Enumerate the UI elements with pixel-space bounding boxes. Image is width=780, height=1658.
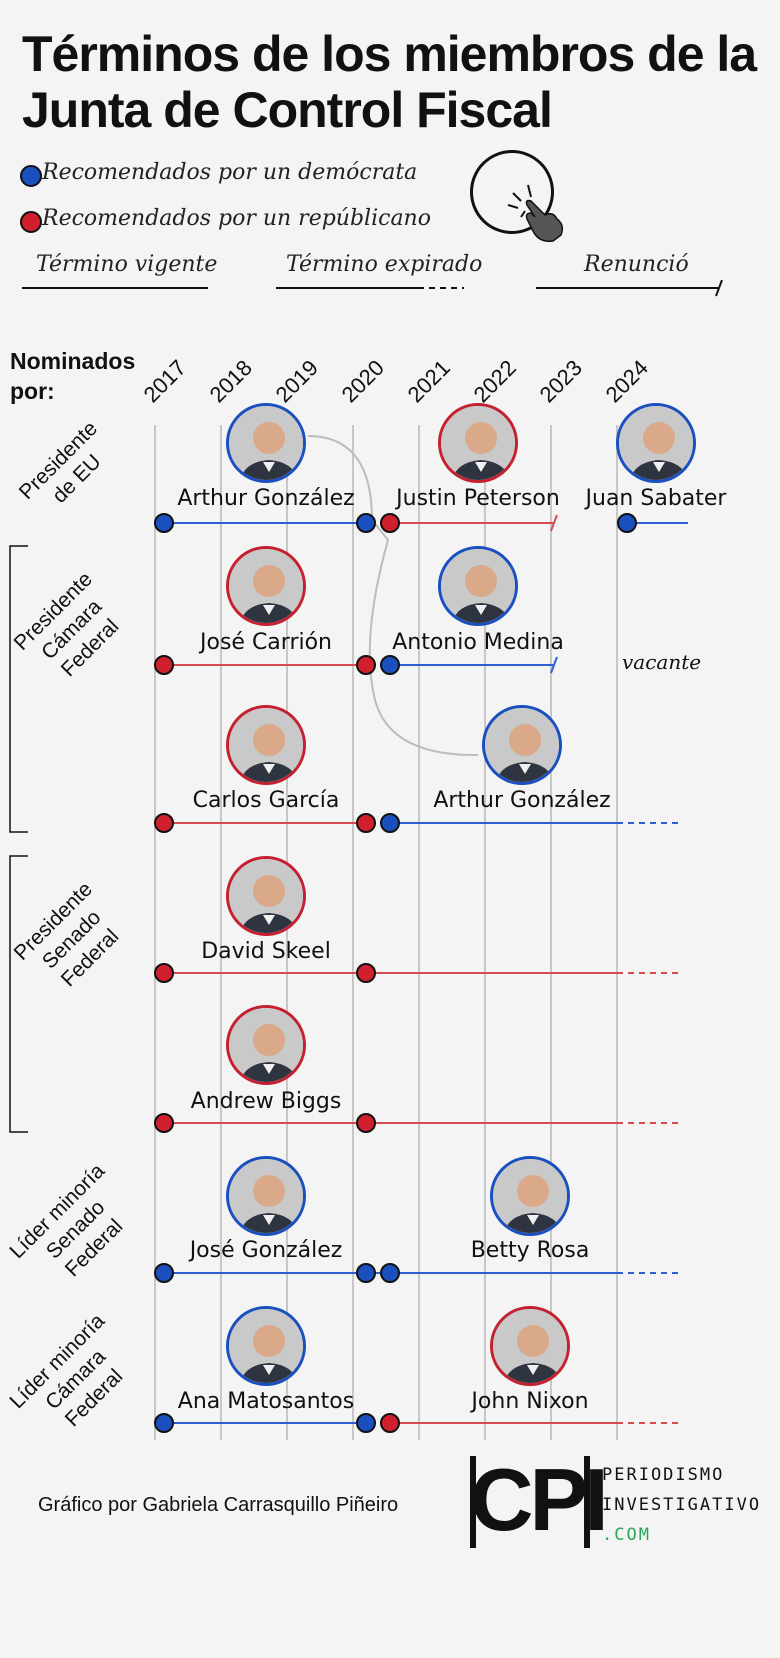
- resigned-label: Renunció: [584, 252, 689, 277]
- term-start-dot-row3-2: [356, 813, 376, 833]
- cpi-logo-letters: CPI: [470, 1450, 609, 1549]
- nominated-by-line-1: Nominados: [10, 348, 136, 374]
- term-start-dot-row4-1: [154, 963, 174, 983]
- member-photo: [616, 403, 696, 483]
- member-name: Juan Sabater: [585, 486, 727, 511]
- person-silhouette-icon: [229, 1309, 303, 1383]
- republican-legend-label: Recomendados por un repúblicano: [42, 206, 431, 231]
- person-silhouette-icon: [441, 549, 515, 623]
- member-name: Andrew Biggs: [190, 1089, 342, 1114]
- page-title: Términos de los miembros de la Junta de …: [22, 26, 762, 138]
- group-bracket-1: [9, 545, 28, 833]
- member-name: Carlos García: [192, 788, 340, 813]
- person-silhouette-icon: [229, 549, 303, 623]
- line-legend-samples: [22, 280, 723, 297]
- cpi-logo-line-2: INVESTIGATIVO: [602, 1495, 762, 1515]
- member-name: Justin Peterson: [396, 486, 560, 511]
- resigned-sample-tick: [715, 280, 723, 297]
- graphic-credit: Gráfico por Gabriela Carrasquillo Piñeir…: [38, 1494, 399, 1516]
- cpi-logo-line-3: .COM: [602, 1525, 651, 1545]
- member-photo: [438, 403, 518, 483]
- title-line-1: Términos de los miembros de la: [22, 26, 757, 82]
- person-silhouette-icon: [229, 708, 303, 782]
- term-start-dot-row1-4: [617, 513, 637, 533]
- resigned-tick-row2: [550, 656, 558, 674]
- member-name: Betty Rosa: [470, 1238, 590, 1263]
- member-name: José Carrión: [200, 630, 332, 655]
- member-name: José González: [189, 1238, 343, 1263]
- cpi-logo-text: PERIODISMO INVESTIGATIVO .COM: [602, 1460, 761, 1550]
- title-line-2: Junta de Control Fiscal: [22, 82, 553, 138]
- nominated-by-label: Nominados por:: [10, 346, 135, 406]
- member-photo: [490, 1156, 570, 1236]
- member-photo: [482, 705, 562, 785]
- current-term-label: Término vigente: [36, 252, 218, 277]
- resigned-tick-row1: [550, 514, 558, 532]
- person-silhouette-icon: [229, 1159, 303, 1233]
- member-photo: [226, 1005, 306, 1085]
- vacante-label: vacante: [622, 650, 702, 674]
- term-start-dot-row3-1: [154, 813, 174, 833]
- cpi-logo-line-1: PERIODISMO: [602, 1465, 725, 1485]
- person-silhouette-icon: [493, 1309, 567, 1383]
- member-photo: [226, 546, 306, 626]
- member-photo: [490, 1306, 570, 1386]
- term-start-dot-row5-2: [356, 1113, 376, 1133]
- tap-hand-icon: [470, 150, 564, 243]
- democrat-legend-label: Recomendados por un demócrata: [42, 160, 418, 185]
- member-name: Ana Matosantos: [177, 1389, 355, 1414]
- democrat-legend-dot: [20, 165, 42, 187]
- cpi-logo-right-bar: [584, 1456, 590, 1548]
- term-start-dot-row1-2: [356, 513, 376, 533]
- person-silhouette-icon: [229, 406, 303, 480]
- member-photo: [226, 1306, 306, 1386]
- cpi-logo: CPI: [470, 1450, 609, 1549]
- member-photo: [226, 856, 306, 936]
- republican-legend-dot: [20, 211, 42, 233]
- member-photo: [438, 546, 518, 626]
- member-name: Arthur González: [177, 486, 355, 511]
- term-start-dot-row6-2: [356, 1263, 376, 1283]
- term-start-dot-row7-2: [356, 1413, 376, 1433]
- cpi-logo-left-bar: [470, 1456, 476, 1548]
- member-name: Antonio Medina: [392, 630, 564, 655]
- term-start-dot-row4-2: [356, 963, 376, 983]
- person-silhouette-icon: [493, 1159, 567, 1233]
- term-start-dot-row2-1: [154, 655, 174, 675]
- nominated-by-line-2: por:: [10, 378, 55, 404]
- person-silhouette-icon: [229, 1008, 303, 1082]
- arthur-gonzalez-connector: [307, 435, 479, 757]
- person-silhouette-icon: [485, 708, 559, 782]
- member-name: Arthur González: [433, 788, 611, 813]
- member-photo: [226, 403, 306, 483]
- term-start-dot-row5-1: [154, 1113, 174, 1133]
- member-photo: [226, 705, 306, 785]
- member-name: David Skeel: [201, 939, 331, 964]
- member-photo: [226, 1156, 306, 1236]
- term-start-dot-row7-3: [380, 1413, 400, 1433]
- group-bracket-2: [9, 855, 28, 1133]
- term-start-dot-row6-3: [380, 1263, 400, 1283]
- expired-term-label: Término expirado: [286, 252, 483, 277]
- member-name: John Nixon: [471, 1389, 589, 1414]
- term-start-dot-row1-1: [154, 513, 174, 533]
- term-start-dot-row6-1: [154, 1263, 174, 1283]
- term-start-dot-row7-1: [154, 1413, 174, 1433]
- person-silhouette-icon: [229, 859, 303, 933]
- term-start-dot-row2-3: [380, 655, 400, 675]
- person-silhouette-icon: [619, 406, 693, 480]
- term-start-dot-row1-3: [380, 513, 400, 533]
- person-silhouette-icon: [441, 406, 515, 480]
- term-start-dot-row3-3: [380, 813, 400, 833]
- term-start-dot-row2-2: [356, 655, 376, 675]
